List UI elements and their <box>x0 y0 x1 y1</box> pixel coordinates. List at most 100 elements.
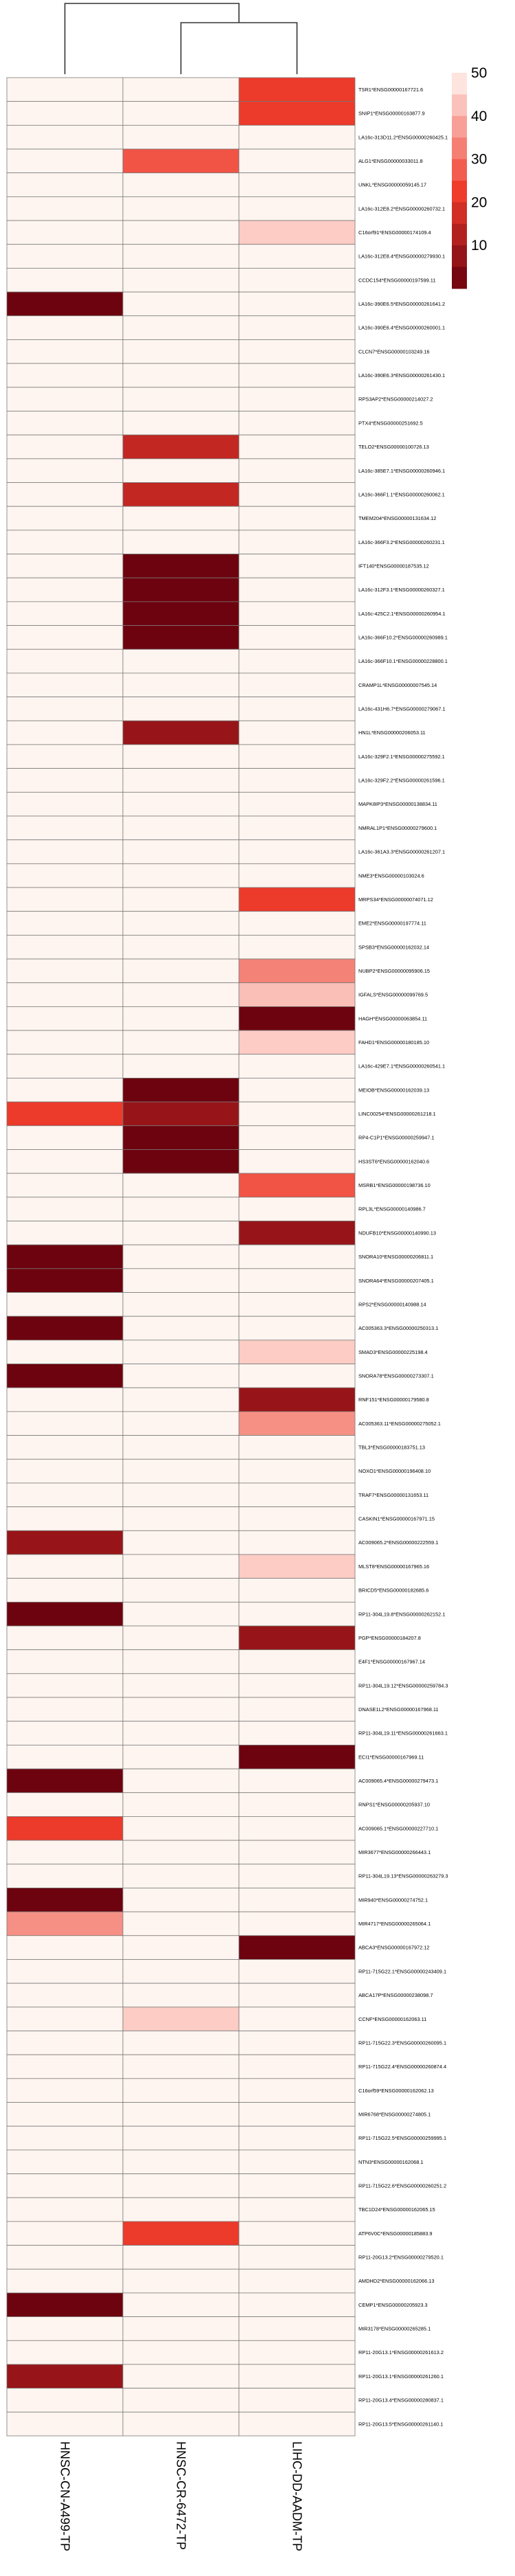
heatmap-cell <box>122 697 240 721</box>
heatmap-cell <box>6 506 124 531</box>
heatmap-cell <box>122 2364 240 2389</box>
heatmap-cell <box>6 1744 124 1770</box>
column-label: HNSC-CN-A499-TP <box>58 2441 72 2551</box>
heatmap-cell <box>6 815 124 841</box>
heatmap-cell <box>122 2316 240 2341</box>
heatmap-cell <box>238 1125 356 1150</box>
heatmap-cell <box>122 244 240 269</box>
heatmap-cell <box>122 1506 240 1531</box>
heatmap-cell <box>238 1721 356 1745</box>
row-label: RP11-304L19.13*ENSG00000263279.3 <box>358 1873 448 1879</box>
row-label: RPL3L*ENSG00000140986.7 <box>358 1206 426 1212</box>
heatmap-cell <box>122 1744 240 1770</box>
heatmap-cell <box>6 434 124 460</box>
heatmap-cell <box>6 673 124 697</box>
row-label: AC009065.2*ENSG00000222559.1 <box>358 1539 438 1546</box>
heatmap-cell <box>238 934 356 960</box>
row-label: DNASE1L2*ENSG00000167968.11 <box>358 1706 439 1713</box>
row-label: LA16c-366F10.2*ENSG00000260989.1 <box>358 635 448 641</box>
heatmap-cell <box>6 2078 124 2103</box>
row-label: LA16c-366F1.1*ENSG00000260062.1 <box>358 491 445 497</box>
legend-tick-label: 40 <box>471 109 487 124</box>
heatmap-cell <box>238 1601 356 1627</box>
heatmap-cell <box>122 1292 240 1317</box>
heatmap-cell <box>238 1578 356 1603</box>
heatmap-cell <box>6 1458 124 1484</box>
heatmap-cell <box>122 2149 240 2174</box>
heatmap-cell <box>122 1840 240 1865</box>
row-label: RP11-20G13.1*ENSG00000261260.1 <box>358 2373 444 2380</box>
heatmap-cell <box>6 2054 124 2079</box>
heatmap-cell <box>6 77 124 102</box>
heatmap-cell <box>238 1792 356 1817</box>
heatmap-cell <box>238 1315 356 1341</box>
row-label: ECI1*ENSG00000167969.11 <box>358 1754 424 1760</box>
heatmap-cell <box>122 863 240 888</box>
row-label: RP11-715G22.4*ENSG00000260874.4 <box>358 2064 446 2070</box>
heatmap-cell <box>122 601 240 626</box>
row-labels: TSR1*ENSG00000167721.6 SNIP1*ENSG00000163… <box>358 87 448 2427</box>
heatmap-cell <box>122 911 240 936</box>
row-label: LINC00254*ENSG00000261218.1 <box>358 1111 436 1117</box>
row-label: MSRB1*ENSG00000198736.10 <box>358 1182 431 1188</box>
row-label: IFT140*ENSG00000187535.12 <box>358 563 429 569</box>
heatmap-cell <box>122 2078 240 2103</box>
legend-swatch <box>452 223 467 246</box>
heatmap-cell <box>238 2054 356 2079</box>
heatmap-cell <box>6 1911 124 1936</box>
row-label: MIR6768*ENSG00000274805.1 <box>358 2111 431 2117</box>
heatmap-cell <box>122 1364 240 1388</box>
row-label: NDUFB10*ENSG00000140990.13 <box>358 1230 436 1236</box>
heatmap-cell <box>238 1340 356 1364</box>
heatmap-cell <box>238 458 356 483</box>
heatmap-cell <box>122 268 240 293</box>
heatmap-cell <box>6 2245 124 2270</box>
legend-swatch <box>452 115 467 138</box>
heatmap-cell <box>122 1982 240 2008</box>
heatmap-cell <box>6 2221 124 2246</box>
heatmap-cell <box>122 2221 240 2246</box>
heatmap-cell <box>6 839 124 864</box>
heatmap-cell <box>122 1911 240 1936</box>
row-label: FAHD1*ENSG00000180185.10 <box>358 1039 429 1046</box>
row-label: SNIP1*ENSG00000163877.9 <box>358 111 425 117</box>
heatmap-cell <box>238 1006 356 1031</box>
row-label: NOXO1*ENSG00000196408.10 <box>358 1468 431 1474</box>
heatmap-cell <box>238 1054 356 1078</box>
row-label: RP11-20G13.1*ENSG00000261613.2 <box>358 2349 444 2355</box>
heatmap-cell <box>122 1482 240 1508</box>
row-label: LA16c-361A3.3*ENSG00000261207.1 <box>358 849 445 855</box>
heatmap-cell <box>238 1982 356 2008</box>
heatmap-cell <box>6 1482 124 1508</box>
legend-tick-label: 30 <box>471 152 487 168</box>
row-label: RP11-20G13.4*ENSG00000280837.1 <box>358 2397 444 2404</box>
heatmap-cell <box>122 2054 240 2079</box>
heatmap-cell <box>238 220 356 245</box>
heatmap-cell <box>122 2197 240 2222</box>
heatmap-cell <box>238 554 356 578</box>
row-label: LA16c-312E8.2*ENSG00000260732.1 <box>358 205 445 212</box>
heatmap-cell <box>6 1364 124 1388</box>
row-label: HAGH*ENSG00000063854.11 <box>358 1015 427 1021</box>
heatmap-cell <box>122 1435 240 1460</box>
heatmap-cell <box>122 1888 240 1912</box>
row-label: NTN3*ENSG00000162068.1 <box>358 2159 424 2165</box>
heatmap-cell <box>6 1959 124 1984</box>
heatmap-cell <box>122 1578 240 1603</box>
heatmap-cell <box>238 2125 356 2151</box>
heatmap-cell <box>6 1149 124 1174</box>
row-label: MIR4717*ENSG00000265064.1 <box>358 1921 431 1927</box>
heatmap-cell <box>6 1506 124 1531</box>
row-label: ALG1*ENSG00000033011.8 <box>358 158 423 164</box>
heatmap-cell <box>122 2007 240 2031</box>
heatmap-cell <box>238 1649 356 1674</box>
heatmap-cell <box>238 982 356 1007</box>
heatmap-cell <box>6 863 124 888</box>
heatmap-cell <box>6 2292 124 2318</box>
heatmap-cell <box>6 124 124 150</box>
heatmap-cell <box>6 1982 124 2008</box>
heatmap-cell <box>122 1149 240 1174</box>
row-label: MIR3178*ENSG00000265285.1 <box>358 2326 431 2332</box>
heatmap-cell <box>6 554 124 578</box>
row-label: RP11-715G22.6*ENSG00000260251.2 <box>358 2182 446 2189</box>
